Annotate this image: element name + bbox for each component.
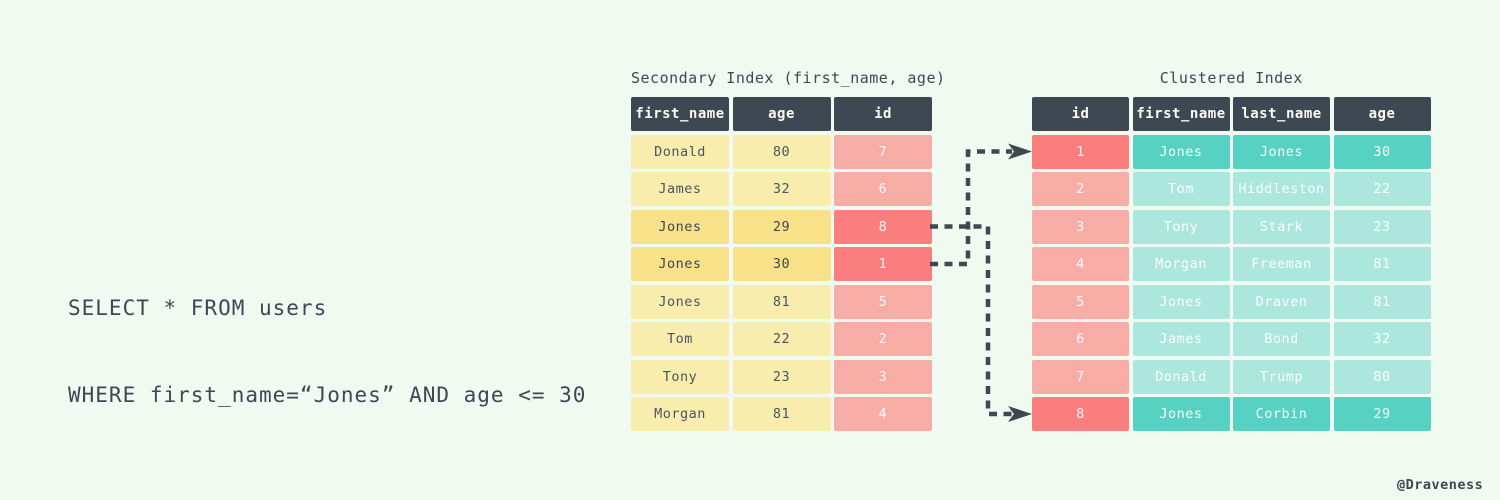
table-cell: 2 (1032, 172, 1129, 206)
secondary-index-title: Secondary Index (first_name, age) (631, 69, 946, 87)
table-cell: Hiddleston (1233, 172, 1330, 206)
table-cell: Tony (1132, 209, 1230, 244)
table-cell-highlighted: Jones (1233, 134, 1330, 169)
table-cell-highlighted: 1 (834, 247, 932, 281)
table-cell: Freeman (1233, 247, 1330, 281)
secondary-index-block: Secondary Index (first_name, age) first_… (631, 70, 946, 431)
table-cell: 2 (834, 322, 932, 356)
table-cell: Donald (1132, 359, 1230, 394)
watermark: @Draveness (1397, 477, 1484, 493)
column-header: age (1333, 97, 1431, 131)
table-cell-highlighted: 8 (834, 209, 932, 244)
table-cell: Tony (631, 359, 729, 394)
table-cell: 32 (1333, 322, 1431, 356)
column-header: age (732, 97, 831, 131)
clustered-index-title: Clustered Index (1159, 69, 1303, 87)
table-cell: 4 (834, 397, 932, 431)
table-cell: 22 (732, 322, 831, 356)
table-cell: Jones (1132, 284, 1230, 319)
table-cell: 32 (732, 172, 831, 206)
table-cell: 81 (732, 284, 831, 319)
table-cell: 81 (732, 397, 831, 431)
sql-query: SELECT * FROM users WHERE first_name=“Jo… (68, 236, 586, 468)
table-cell: 7 (834, 134, 932, 169)
arrowhead-id-1 (1008, 143, 1032, 160)
table-cell-highlighted: 30 (732, 247, 831, 281)
sql-query-line2: WHERE first_name=“Jones” AND age <= 30 (68, 383, 587, 407)
table-cell-highlighted: Jones (1132, 397, 1230, 431)
table-cell: 81 (1333, 247, 1431, 281)
table-cell: Draven (1233, 284, 1330, 319)
arrowhead-id-8 (1008, 406, 1032, 422)
table-cell: 6 (834, 172, 932, 206)
column-header: id (834, 97, 932, 131)
table-cell-highlighted: 8 (1032, 397, 1129, 431)
sql-query-line1: SELECT * FROM users (68, 296, 328, 320)
table-cell: Tom (1132, 172, 1230, 206)
table-cell: 23 (1333, 209, 1431, 244)
table-cell: 22 (1333, 172, 1431, 206)
column-header: first_name (1132, 97, 1230, 131)
table-cell: James (1132, 322, 1230, 356)
table-cell: 6 (1032, 322, 1129, 356)
table-cell-highlighted: 29 (1333, 397, 1431, 431)
table-cell-highlighted: Corbin (1233, 397, 1330, 431)
table-cell: Morgan (1132, 247, 1230, 281)
column-header: id (1032, 97, 1129, 131)
table-cell-highlighted: 30 (1333, 134, 1431, 169)
column-header: last_name (1233, 97, 1330, 131)
table-cell: 80 (732, 134, 831, 169)
table-cell-highlighted: 29 (732, 209, 831, 244)
column-header: first_name (631, 97, 729, 131)
table-cell: 4 (1032, 247, 1129, 281)
clustered-index-block: Clustered Index id first_name last_name … (1032, 70, 1431, 431)
secondary-index-table: first_name age id Donald 80 7 James 32 6… (631, 97, 946, 431)
table-cell: Trump (1233, 359, 1330, 394)
table-cell-highlighted: Jones (631, 209, 729, 244)
table-cell: Donald (631, 134, 729, 169)
table-cell: 3 (1032, 209, 1129, 244)
table-cell: Jones (631, 284, 729, 319)
table-cell: 81 (1333, 284, 1431, 319)
clustered-index-table: id first_name last_name age 1 Jones Jone… (1032, 97, 1431, 431)
table-cell: 5 (1032, 284, 1129, 319)
table-cell: James (631, 172, 729, 206)
table-cell-highlighted: Jones (1132, 134, 1230, 169)
table-cell: 7 (1032, 359, 1129, 394)
table-cell: Stark (1233, 209, 1330, 244)
table-cell: 23 (732, 359, 831, 394)
table-cell: 5 (834, 284, 932, 319)
table-cell-highlighted: Jones (631, 247, 729, 281)
table-cell: Bond (1233, 322, 1330, 356)
table-cell: Morgan (631, 397, 729, 431)
table-cell: 80 (1333, 359, 1431, 394)
table-cell-highlighted: 1 (1032, 134, 1129, 169)
table-cell: 3 (834, 359, 932, 394)
table-cell: Tom (631, 322, 729, 356)
